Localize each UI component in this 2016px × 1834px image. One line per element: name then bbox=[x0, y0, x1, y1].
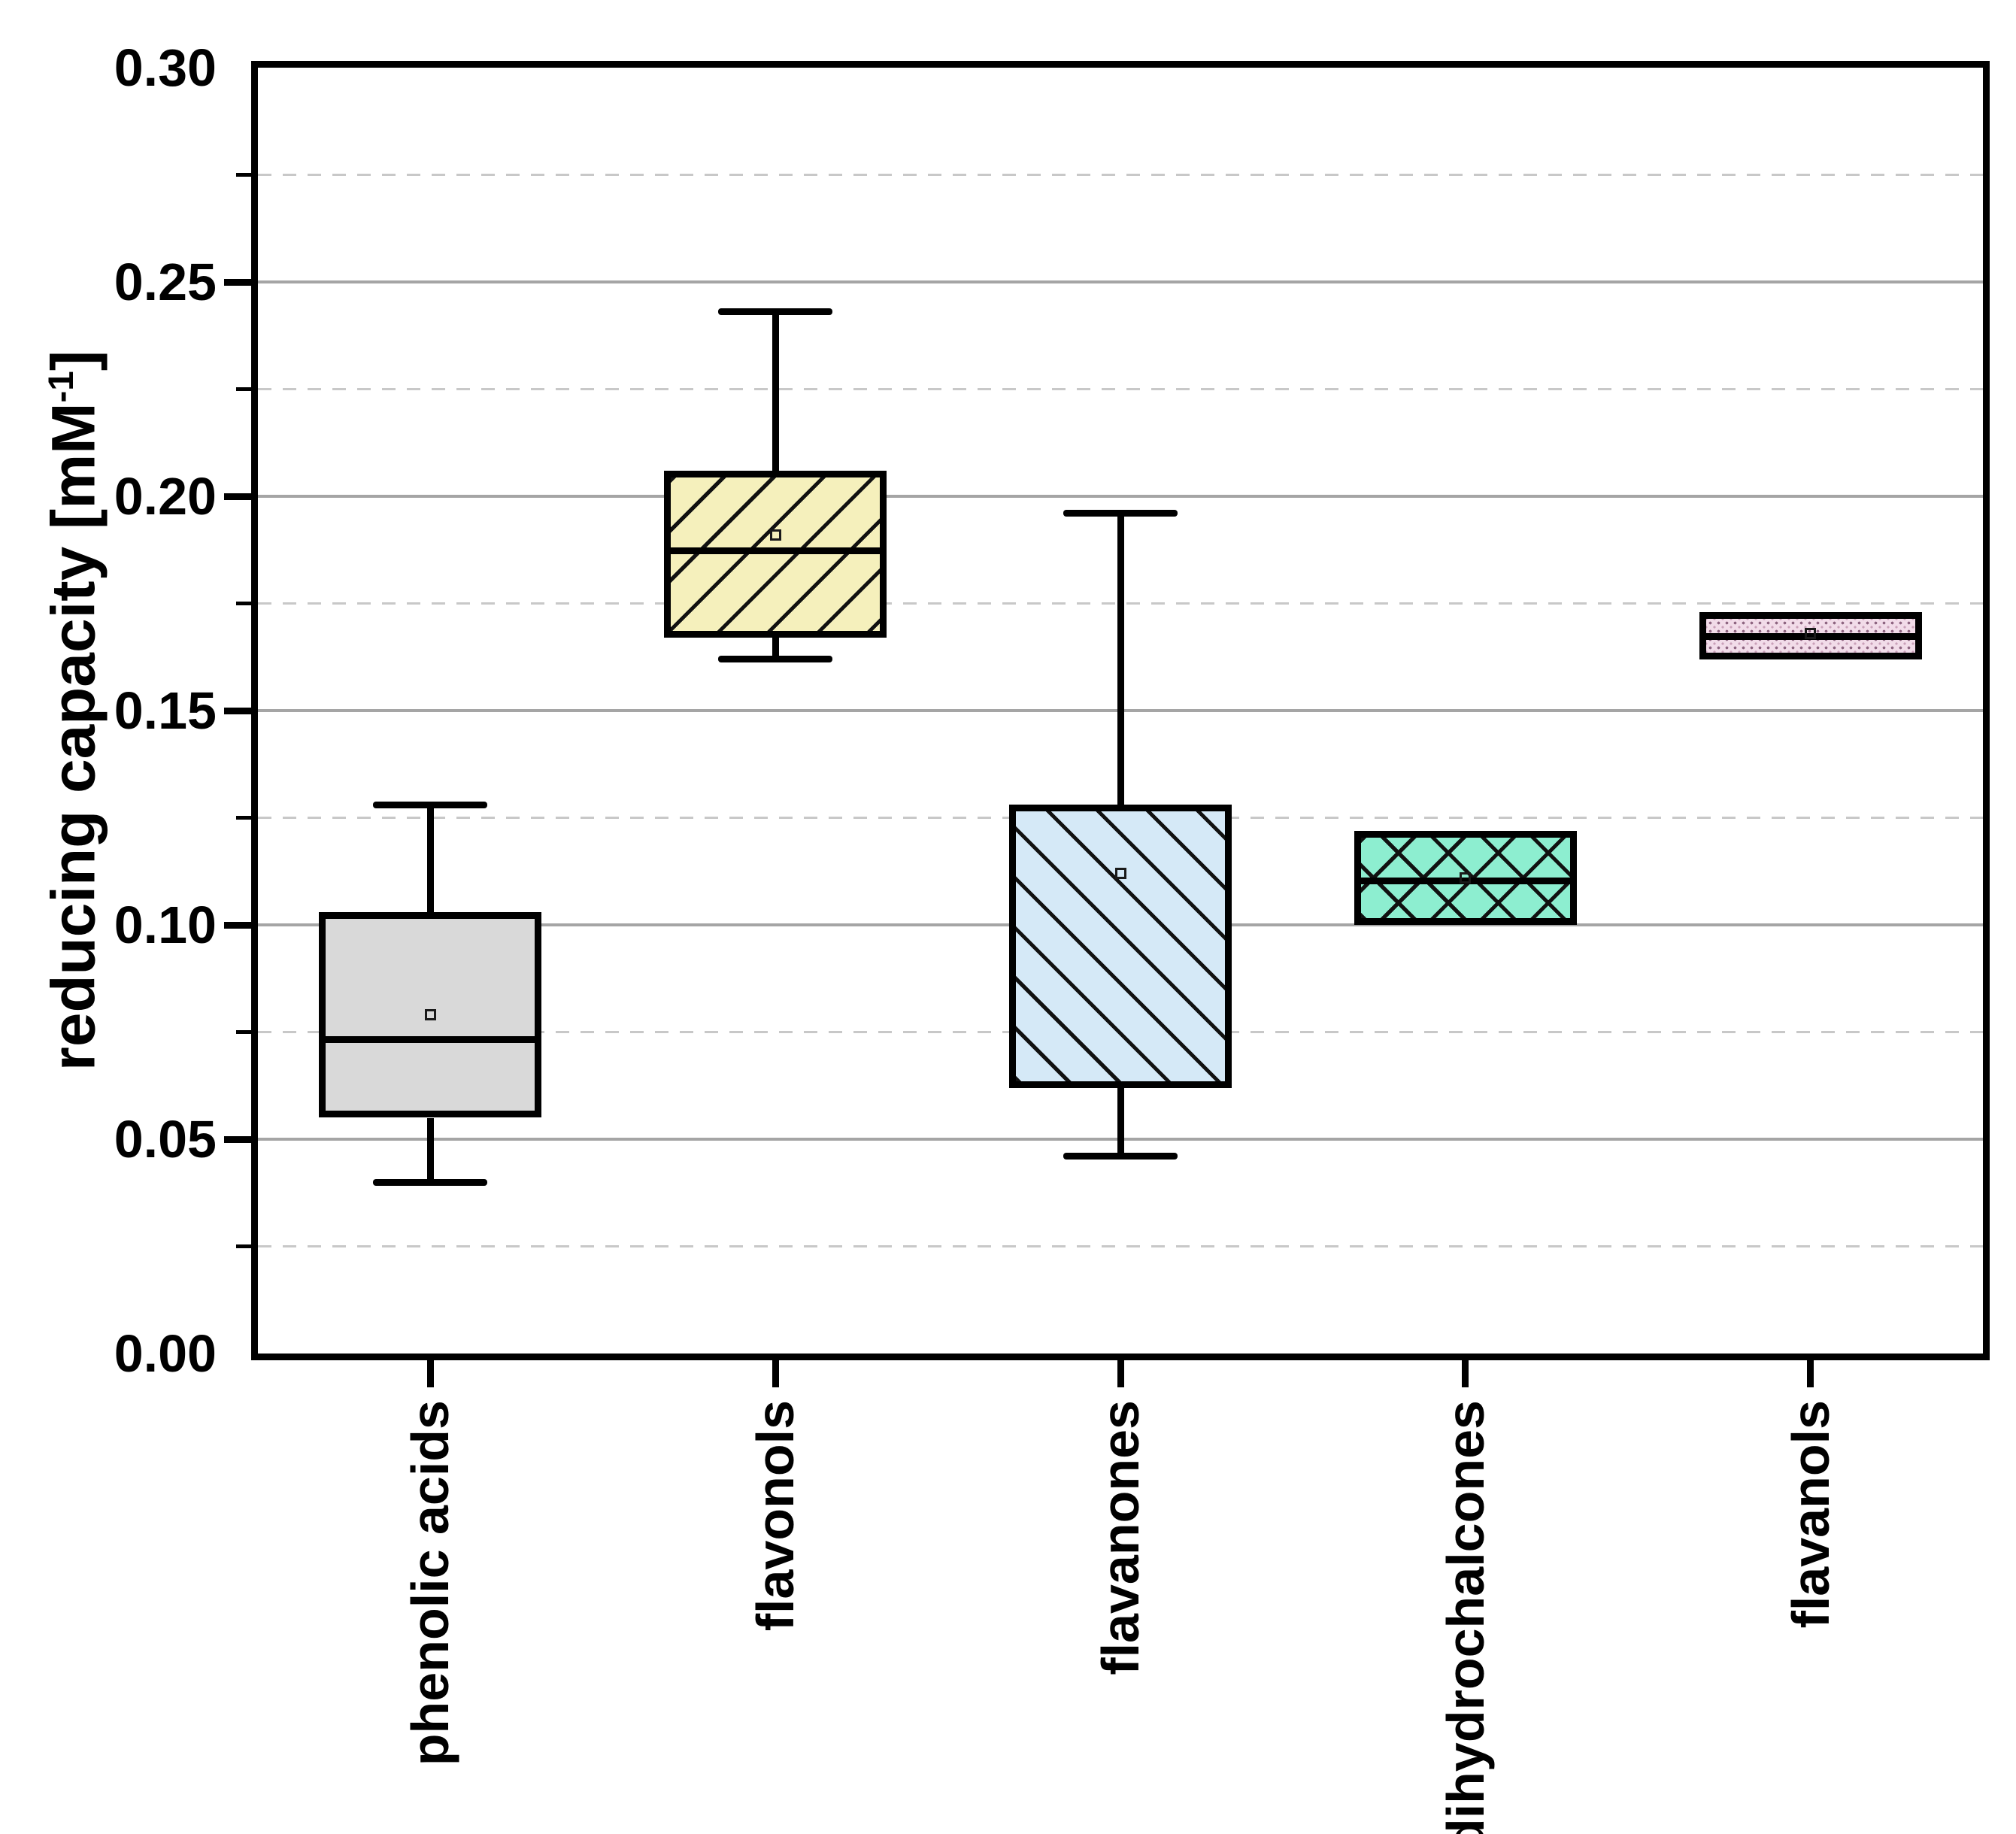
box-flavanones bbox=[1009, 805, 1232, 1088]
y-major-tick bbox=[224, 707, 251, 714]
x-category-label: flavanones bbox=[1091, 1400, 1150, 1675]
minor-gridline bbox=[258, 174, 1983, 176]
x-tick bbox=[1117, 1360, 1124, 1387]
whisker-lower-stem bbox=[426, 1117, 434, 1182]
whisker-upper-cap bbox=[718, 308, 833, 316]
y-minor-tick bbox=[236, 1030, 251, 1034]
y-major-tick bbox=[224, 278, 251, 286]
x-category-label: flavanols bbox=[1781, 1400, 1840, 1629]
whisker-upper-cap bbox=[1063, 510, 1178, 517]
y-axis-title-superscript: -1 bbox=[41, 371, 81, 403]
x-category-label: phenolic acids bbox=[401, 1400, 460, 1766]
y-tick-label: 0.05 bbox=[114, 1110, 217, 1169]
y-minor-tick bbox=[236, 1244, 251, 1248]
major-gridline bbox=[258, 280, 1983, 283]
whisker-lower-cap bbox=[1063, 1153, 1178, 1160]
y-minor-tick bbox=[236, 816, 251, 820]
x-category-label: flavonols bbox=[746, 1400, 805, 1632]
y-major-tick bbox=[224, 921, 251, 929]
minor-gridline bbox=[258, 1245, 1983, 1247]
whisker-lower-stem bbox=[1117, 1087, 1124, 1156]
x-category-label: dihydrochalcones bbox=[1435, 1400, 1495, 1834]
whisker-upper-stem bbox=[426, 805, 434, 912]
minor-gridline bbox=[258, 388, 1983, 390]
mean-marker bbox=[1805, 627, 1817, 639]
y-tick-label: 0.30 bbox=[114, 38, 217, 97]
mean-marker bbox=[424, 1009, 436, 1021]
y-axis-title-close-bracket: ] bbox=[39, 350, 108, 371]
whisker-lower-stem bbox=[772, 638, 779, 659]
whisker-upper-stem bbox=[1117, 513, 1124, 805]
major-gridline bbox=[258, 495, 1983, 498]
whisker-lower-cap bbox=[718, 656, 833, 663]
x-tick bbox=[1462, 1360, 1469, 1387]
median-line bbox=[671, 547, 881, 555]
mean-marker bbox=[1460, 872, 1472, 884]
whisker-upper-stem bbox=[772, 311, 779, 471]
y-tick-label: 0.00 bbox=[114, 1324, 217, 1383]
y-minor-tick bbox=[236, 387, 251, 391]
x-tick bbox=[426, 1360, 434, 1387]
y-minor-tick bbox=[236, 602, 251, 605]
mean-marker bbox=[769, 529, 781, 541]
x-tick bbox=[1807, 1360, 1814, 1387]
y-tick-label: 0.20 bbox=[114, 467, 217, 526]
whisker-upper-cap bbox=[373, 801, 488, 808]
y-tick-label: 0.10 bbox=[114, 896, 217, 954]
box-dihydrochalcones bbox=[1354, 830, 1577, 925]
x-tick bbox=[772, 1360, 779, 1387]
y-major-tick bbox=[224, 493, 251, 500]
y-tick-label: 0.15 bbox=[114, 681, 217, 740]
y-major-tick bbox=[224, 1135, 251, 1143]
y-tick-label: 0.25 bbox=[114, 253, 217, 311]
y-minor-tick bbox=[236, 173, 251, 177]
box-phenolic-acids bbox=[319, 911, 542, 1118]
whisker-lower-cap bbox=[373, 1178, 488, 1186]
box-flavonols bbox=[664, 470, 887, 638]
median-line bbox=[326, 1036, 535, 1044]
plot-area bbox=[251, 61, 1990, 1360]
box-flavanols bbox=[1699, 611, 1922, 659]
mean-marker bbox=[1114, 868, 1126, 880]
